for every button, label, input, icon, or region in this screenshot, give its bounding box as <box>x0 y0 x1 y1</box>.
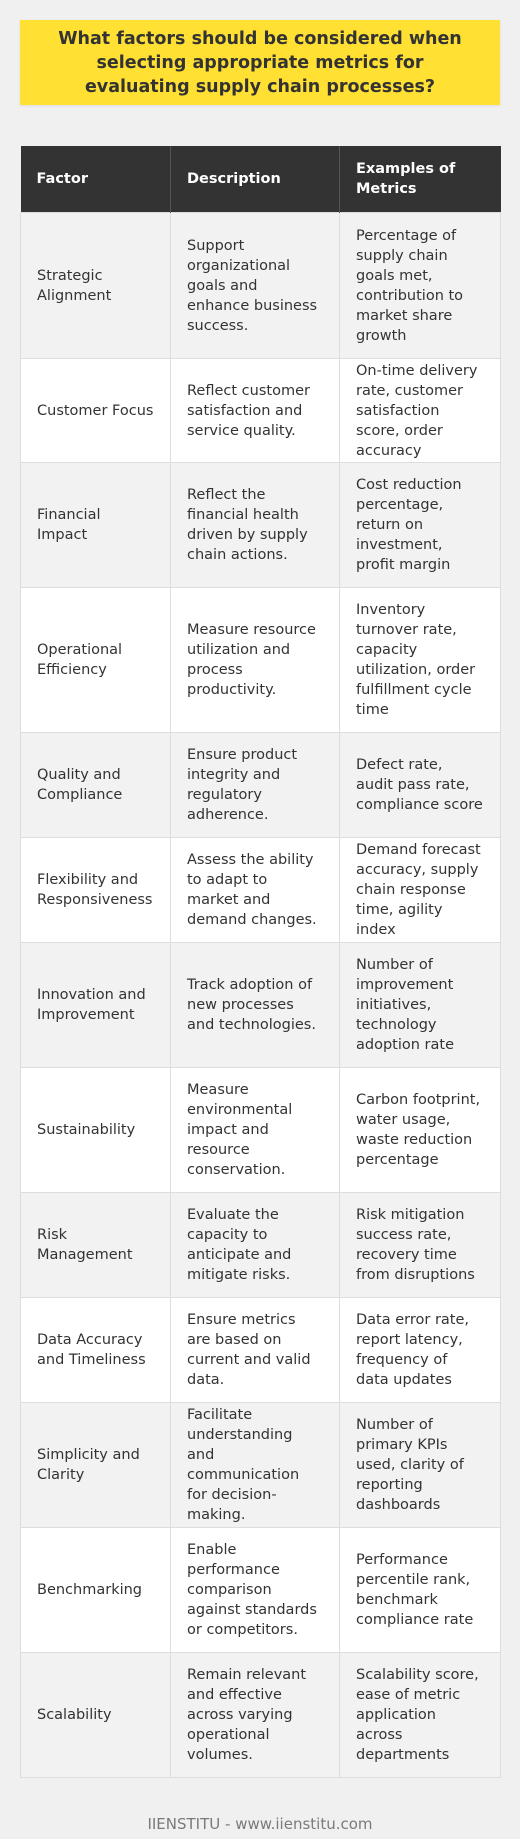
description-cell: Ensure product integrity and regulatory … <box>170 732 340 838</box>
table-row: Simplicity and Clarity Facilitate unders… <box>20 1402 501 1528</box>
examples-cell: Number of improvement initiatives, techn… <box>339 942 501 1068</box>
factor-cell: Risk Management <box>20 1192 171 1298</box>
description-cell: Ensure metrics are based on current and … <box>170 1297 340 1403</box>
description-cell: Track adoption of new processes and tech… <box>170 942 340 1068</box>
header-examples: Examples of Metrics <box>339 146 501 213</box>
table-row: Financial Impact Reflect the financial h… <box>20 462 501 588</box>
table-row: Quality and Compliance Ensure product in… <box>20 732 501 838</box>
examples-cell: Demand forecast accuracy, supply chain r… <box>339 837 501 943</box>
table-row: Flexibility and Responsiveness Assess th… <box>20 837 501 943</box>
factor-cell: Operational Efficiency <box>20 587 171 733</box>
examples-cell: On-time delivery rate, customer satisfac… <box>339 358 501 463</box>
examples-cell: Percentage of supply chain goals met, co… <box>339 212 501 359</box>
table-header-row: Factor Description Examples of Metrics <box>20 146 501 213</box>
examples-cell: Inventory turnover rate, capacity utiliz… <box>339 587 501 733</box>
examples-cell: Carbon footprint, water usage, waste red… <box>339 1067 501 1193</box>
description-cell: Facilitate understanding and communicati… <box>170 1402 340 1528</box>
description-cell: Measure resource utilization and process… <box>170 587 340 733</box>
table-row: Scalability Remain relevant and effectiv… <box>20 1652 501 1778</box>
factor-cell: Financial Impact <box>20 462 171 588</box>
factor-cell: Quality and Compliance <box>20 732 171 838</box>
description-cell: Enable performance comparison against st… <box>170 1527 340 1653</box>
table-row: Operational Efficiency Measure resource … <box>20 587 501 733</box>
table-row: Sustainability Measure environmental imp… <box>20 1067 501 1193</box>
factor-cell: Innovation and Improvement <box>20 942 171 1068</box>
description-cell: Reflect customer satisfaction and servic… <box>170 358 340 463</box>
description-cell: Assess the ability to adapt to market an… <box>170 837 340 943</box>
page-title: What factors should be considered when s… <box>20 20 500 105</box>
factor-cell: Strategic Alignment <box>20 212 171 359</box>
factor-cell: Benchmarking <box>20 1527 171 1653</box>
factor-cell: Customer Focus <box>20 358 171 463</box>
examples-cell: Performance percentile rank, benchmark c… <box>339 1527 501 1653</box>
examples-cell: Defect rate, audit pass rate, compliance… <box>339 732 501 838</box>
examples-cell: Data error rate, report latency, frequen… <box>339 1297 501 1403</box>
table-row: Customer Focus Reflect customer satisfac… <box>20 358 501 463</box>
examples-cell: Cost reduction percentage, return on inv… <box>339 462 501 588</box>
examples-cell: Risk mitigation success rate, recovery t… <box>339 1192 501 1298</box>
table-row: Benchmarking Enable performance comparis… <box>20 1527 501 1653</box>
header-description: Description <box>170 146 340 213</box>
table-row: Innovation and Improvement Track adoptio… <box>20 942 501 1068</box>
examples-cell: Scalability score, ease of metric applic… <box>339 1652 501 1778</box>
examples-cell: Number of primary KPIs used, clarity of … <box>339 1402 501 1528</box>
description-cell: Support organizational goals and enhance… <box>170 212 340 359</box>
description-cell: Evaluate the capacity to anticipate and … <box>170 1192 340 1298</box>
factor-cell: Flexibility and Responsiveness <box>20 837 171 943</box>
description-cell: Remain relevant and effective across var… <box>170 1652 340 1778</box>
footer-credit: IIENSTITU - www.iienstitu.com <box>147 1815 373 1833</box>
factor-cell: Sustainability <box>20 1067 171 1193</box>
table-row: Strategic Alignment Support organization… <box>20 212 501 359</box>
factors-table: Factor Description Examples of Metrics S… <box>20 146 501 1778</box>
factor-cell: Data Accuracy and Timeliness <box>20 1297 171 1403</box>
table-row: Data Accuracy and Timeliness Ensure metr… <box>20 1297 501 1403</box>
description-cell: Measure environmental impact and resourc… <box>170 1067 340 1193</box>
table-row: Risk Management Evaluate the capacity to… <box>20 1192 501 1298</box>
description-cell: Reflect the financial health driven by s… <box>170 462 340 588</box>
factor-cell: Simplicity and Clarity <box>20 1402 171 1528</box>
factor-cell: Scalability <box>20 1652 171 1778</box>
header-factor: Factor <box>20 146 171 213</box>
